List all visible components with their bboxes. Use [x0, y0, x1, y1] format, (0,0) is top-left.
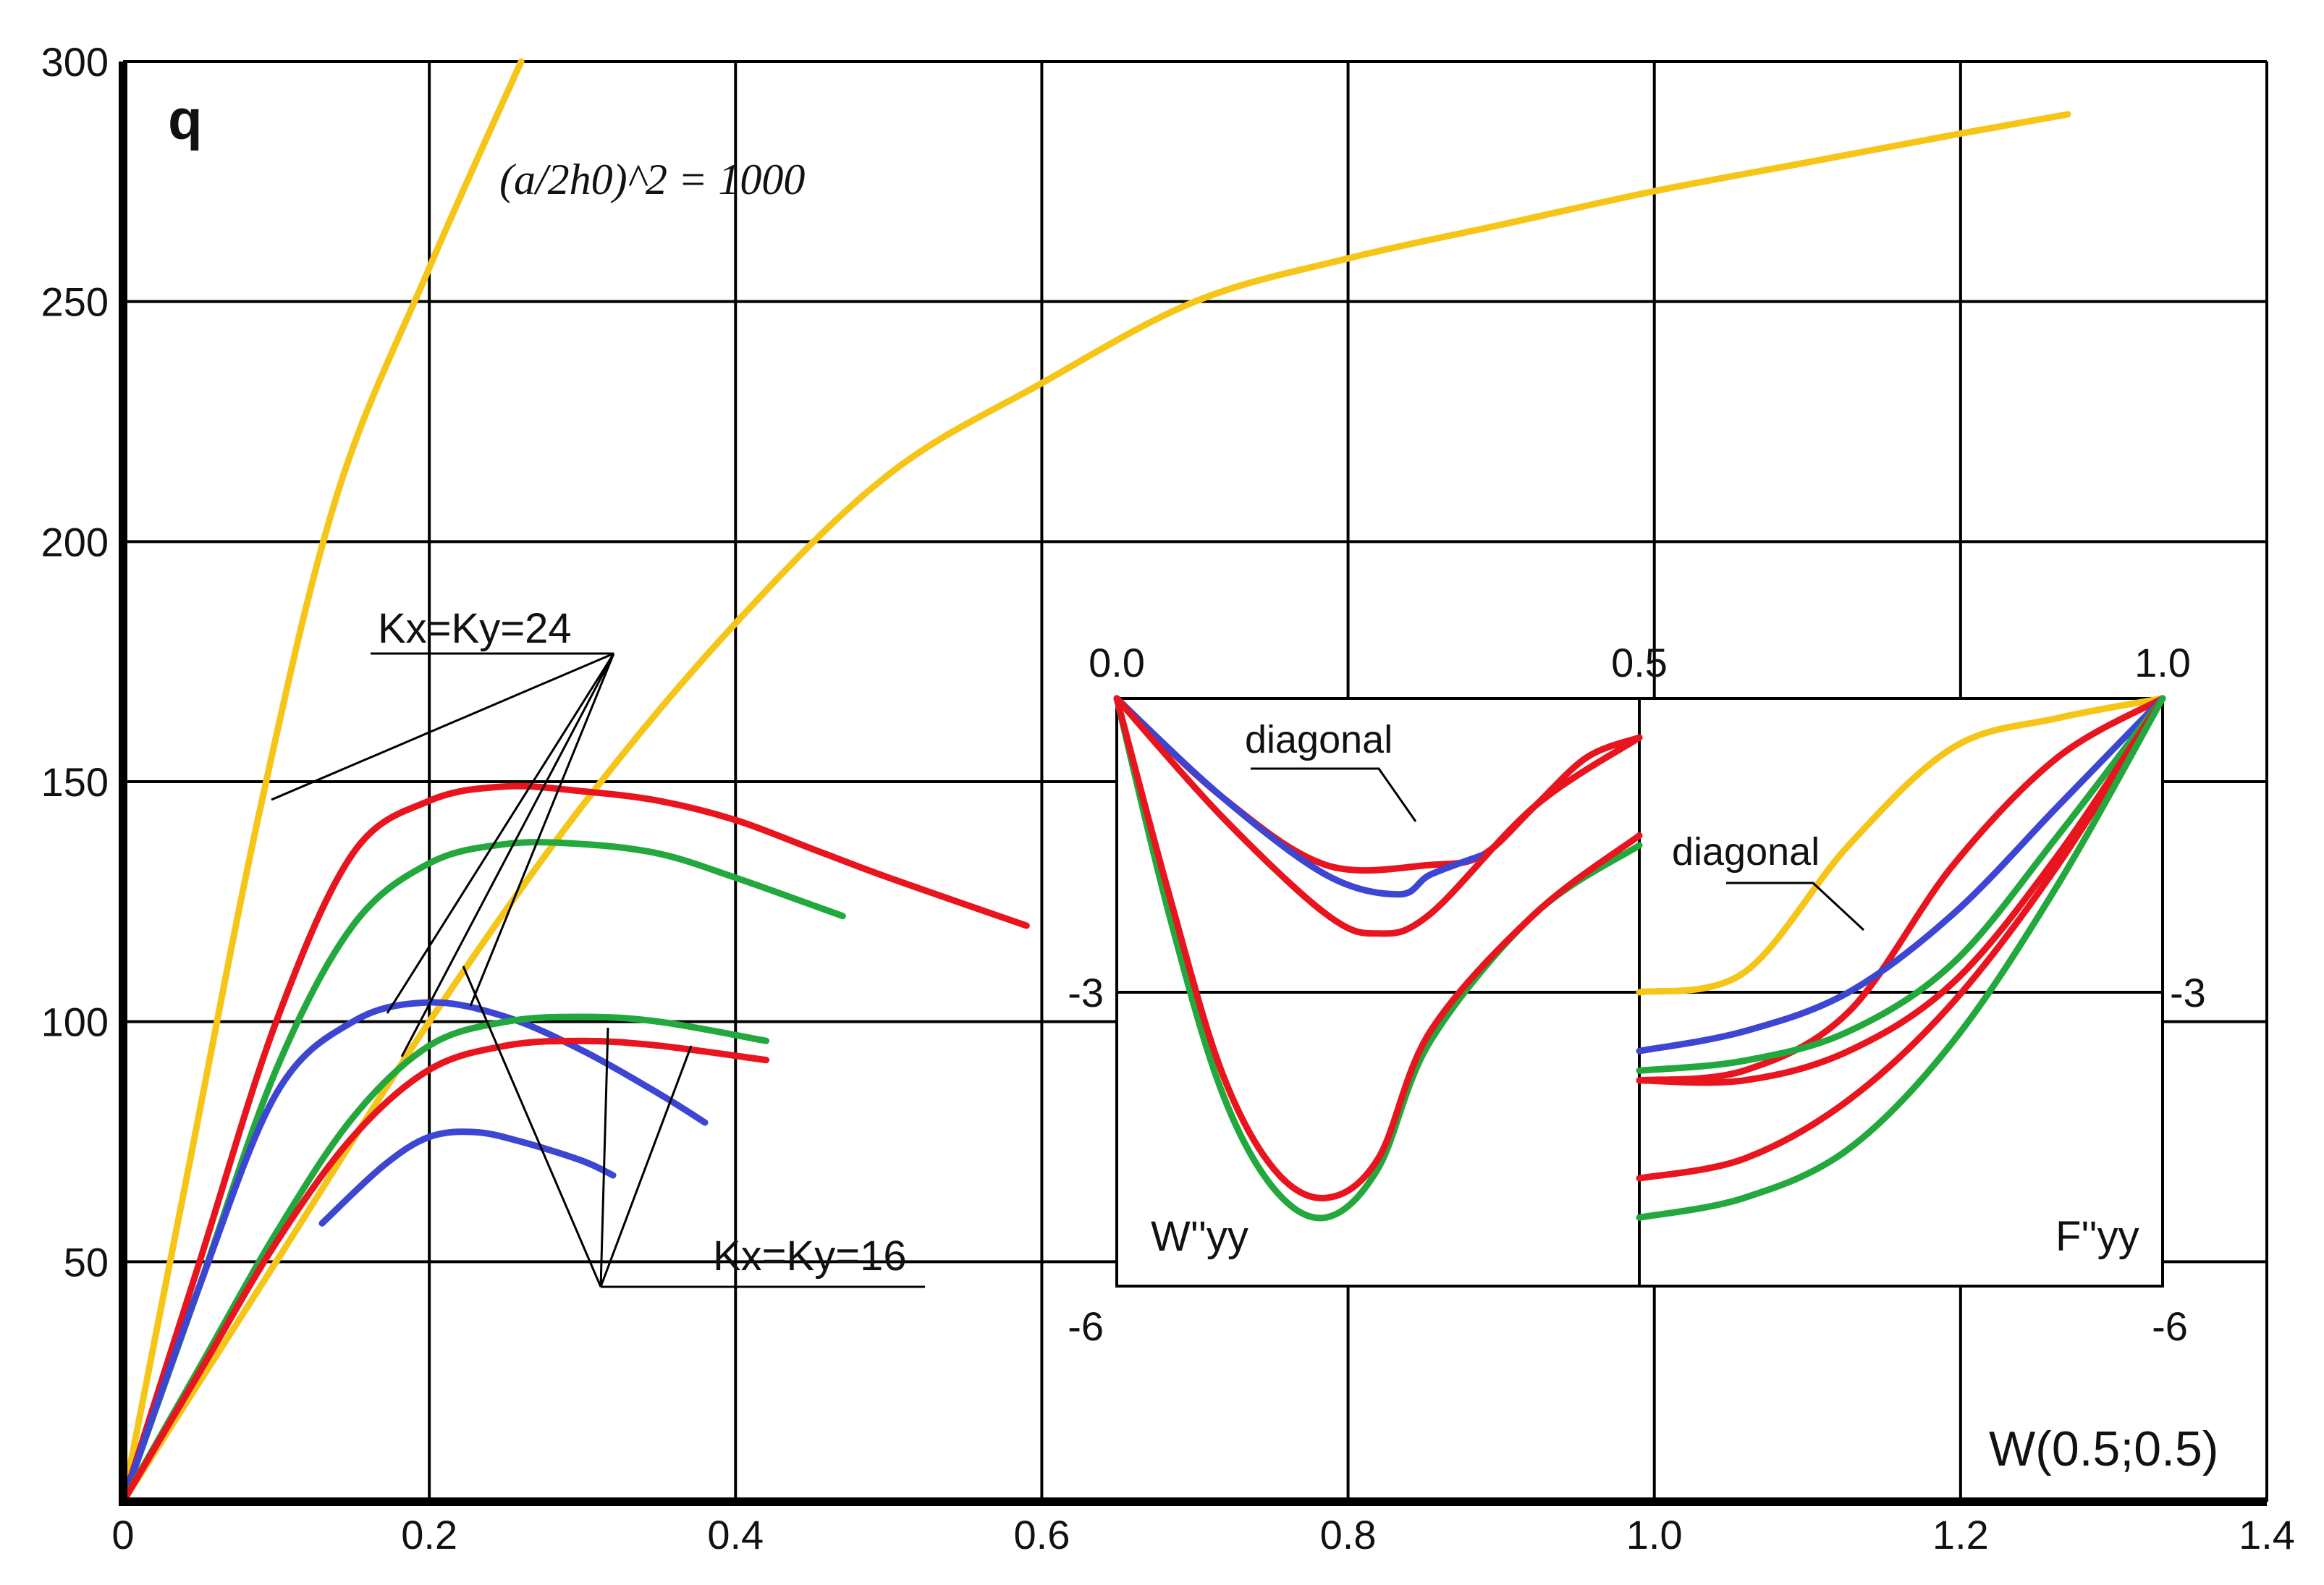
y-tick-label: 250 — [41, 279, 109, 325]
inset-y-tick-label-left: -6 — [1068, 1303, 1104, 1349]
y-tick-label: 100 — [41, 999, 109, 1045]
series-line-blue — [318, 1128, 617, 1227]
x-tick-label: 0.2 — [401, 1512, 457, 1557]
formula-annotation: (a/2h0)^2 = 1000 — [499, 156, 805, 203]
inset-right-panel-label: F''yy — [2055, 1213, 2139, 1260]
inset-x-tick-label: 1.0 — [2134, 640, 2191, 685]
inset-y-tick-label-right: -6 — [2152, 1303, 2188, 1349]
inset-x-tick-label: 0.0 — [1089, 640, 1145, 685]
x-tick-label: 0.4 — [707, 1512, 764, 1557]
inset-left-panel-label: W''yy — [1151, 1213, 1248, 1260]
x-tick-label: 0.8 — [1320, 1512, 1377, 1557]
inset-right-line-yellow — [1636, 695, 2166, 996]
inset-left-note-leader — [1251, 767, 1417, 822]
x-tick-labels: 0 0.2 0.4 0.6 0.8 1.0 1.2 1.4 — [111, 1512, 2295, 1557]
label-k24: Kx=Ky=24 — [378, 605, 572, 652]
x-tick-label: 1.4 — [2239, 1512, 2295, 1557]
inset-y-tick-label-left: -3 — [1068, 970, 1104, 1015]
x-axis-title: W(0.5;0.5) — [1989, 1421, 2218, 1476]
inset-y-tick-label-right: -3 — [2170, 970, 2206, 1015]
inset-left-line-red — [1113, 695, 1643, 1201]
inset-right-note: diagonal — [1672, 830, 1820, 874]
label-k16-leaders — [462, 965, 693, 1288]
inset-right-line-red — [1636, 695, 2166, 1084]
series-line-red — [119, 1037, 770, 1505]
x-tick-label: 1.2 — [1932, 1512, 1989, 1557]
y-axis-title: q — [168, 88, 203, 151]
y-tick-label: 300 — [41, 39, 109, 85]
inset-right-line-red — [1636, 695, 2166, 1182]
inset-left-line-blue — [1113, 695, 1486, 898]
series-line-blue — [119, 999, 709, 1505]
inset-right-line-blue — [1636, 695, 2166, 1054]
inset-left-note: diagonal — [1245, 718, 1393, 761]
y-tick-label: 150 — [41, 759, 109, 805]
inset-right-line-red — [1636, 695, 2166, 1086]
series-line-yellow — [119, 58, 525, 1505]
inset-curves — [1113, 695, 2166, 1222]
y-tick-label: 50 — [64, 1239, 109, 1285]
x-tick-label: 0.6 — [1013, 1512, 1070, 1557]
x-tick-label: 1.0 — [1626, 1512, 1683, 1557]
inset-ticks: 0.0 0.5 1.0 -3 -6 -3 -6 — [1068, 640, 2206, 1349]
y-tick-label: 200 — [41, 519, 109, 565]
label-k24-leaders — [271, 652, 615, 1057]
y-tick-labels: 50 100 150 200 250 300 — [41, 39, 109, 1285]
series-line-yellow — [119, 111, 2071, 1505]
inset-x-tick-label: 0.5 — [1611, 640, 1668, 685]
x-tick-label: 0 — [111, 1512, 134, 1557]
inset-right-note-leader — [1726, 882, 1865, 931]
series-line-red — [119, 782, 1030, 1505]
inset-right-line-green — [1636, 695, 2166, 1221]
inset-right-line-green — [1636, 695, 2166, 1074]
label-k16: Kx=Ky=16 — [713, 1233, 907, 1280]
inset-left-line-red — [1113, 695, 1643, 937]
main-curves — [119, 58, 2071, 1505]
